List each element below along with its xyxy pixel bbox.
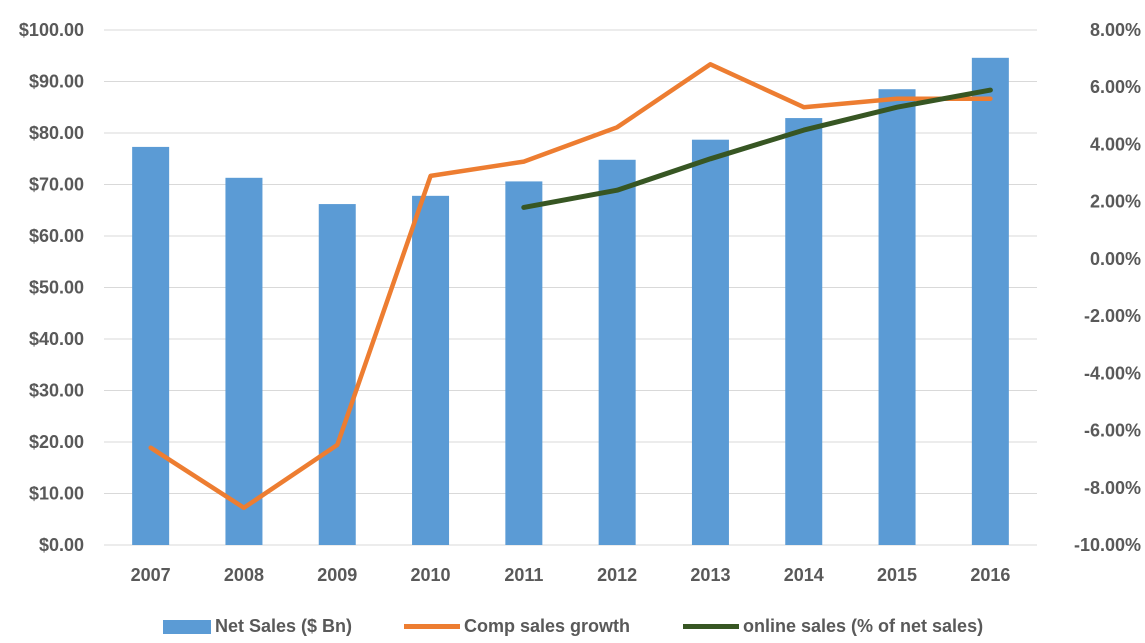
bar-2009 bbox=[318, 204, 356, 545]
x-tick-label-2010: 2010 bbox=[411, 565, 451, 585]
bar-2013 bbox=[691, 139, 729, 545]
legend-item-online-sales: online sales (% of net sales) bbox=[683, 616, 983, 637]
left-tick-label-8: $80.00 bbox=[29, 123, 84, 143]
legend-swatch-net-sales bbox=[163, 619, 211, 634]
legend-item-comp-sales: Comp sales growth bbox=[404, 616, 630, 637]
right-tick-label-6: 2.00% bbox=[1090, 192, 1141, 212]
legend-item-net-sales: Net Sales ($ Bn) bbox=[163, 616, 352, 637]
x-tick-label-2007: 2007 bbox=[131, 565, 171, 585]
bar-2016 bbox=[971, 57, 1009, 546]
legend-swatch-online-sales bbox=[683, 624, 739, 629]
left-axis-tick-labels: $0.00 $10.00 $20.00 $30.00 $40.00 $50.00 $60.0… bbox=[19, 20, 84, 555]
left-tick-label-4: $40.00 bbox=[29, 329, 84, 349]
bar-2014 bbox=[785, 118, 823, 545]
right-tick-label-3: -4.00% bbox=[1084, 363, 1141, 383]
right-tick-label-0: -10.00% bbox=[1074, 535, 1141, 555]
legend-label-comp-sales: Comp sales growth bbox=[464, 616, 631, 636]
right-tick-label-5: 0.00% bbox=[1090, 249, 1141, 269]
left-tick-label-1: $10.00 bbox=[29, 484, 84, 504]
right-tick-label-2: -6.00% bbox=[1084, 421, 1141, 441]
x-tick-label-2012: 2012 bbox=[597, 565, 637, 585]
left-tick-label-6: $60.00 bbox=[29, 226, 84, 246]
right-tick-label-4: -2.00% bbox=[1084, 306, 1141, 326]
x-tick-label-2016: 2016 bbox=[970, 565, 1010, 585]
right-tick-label-8: 6.00% bbox=[1090, 77, 1141, 97]
x-tick-label-2009: 2009 bbox=[317, 565, 357, 585]
right-tick-label-1: -8.00% bbox=[1084, 478, 1141, 498]
right-axis-tick-labels: -10.00% -8.00% -6.00% -4.00% -2.00% 0.00% 2.00… bbox=[1074, 20, 1141, 555]
line-series bbox=[148, 62, 993, 511]
left-tick-label-10: $100.00 bbox=[19, 20, 84, 40]
series-line-2 bbox=[521, 87, 993, 210]
x-tick-label-2013: 2013 bbox=[690, 565, 730, 585]
legend-label-net-sales: Net Sales ($ Bn) bbox=[215, 616, 353, 636]
bar-2015 bbox=[878, 89, 916, 545]
left-tick-label-5: $50.00 bbox=[29, 278, 84, 298]
right-tick-label-7: 4.00% bbox=[1090, 134, 1141, 154]
x-tick-label-2008: 2008 bbox=[224, 565, 264, 585]
x-tick-label-2014: 2014 bbox=[784, 565, 824, 585]
x-tick-label-2015: 2015 bbox=[877, 565, 917, 585]
legend: Net Sales ($ Bn) Comp sales growth onlin… bbox=[0, 612, 1145, 642]
x-axis-tick-labels: 2007 2008 2009 2010 2011 2012 2013 2014 2015 2016 bbox=[131, 565, 1011, 585]
right-tick-label-9: 8.00% bbox=[1090, 20, 1141, 40]
bar-series bbox=[132, 57, 1009, 546]
bar-2011 bbox=[505, 181, 543, 545]
left-tick-label-9: $90.00 bbox=[29, 72, 84, 92]
left-tick-label-2: $20.00 bbox=[29, 432, 84, 452]
left-tick-label-7: $70.00 bbox=[29, 175, 84, 195]
bar-2007 bbox=[132, 146, 170, 545]
bar-2010 bbox=[412, 195, 450, 545]
legend-swatch-comp-sales bbox=[404, 624, 460, 629]
series-line-1 bbox=[148, 62, 993, 511]
bar-2008 bbox=[225, 177, 263, 545]
x-tick-label-2011: 2011 bbox=[504, 565, 543, 585]
legend-label-online-sales: online sales (% of net sales) bbox=[743, 616, 984, 636]
bar-2012 bbox=[598, 159, 636, 545]
chart: $0.00 $10.00 $20.00 $30.00 $40.00 $50.00 $60.0… bbox=[19, 20, 1141, 585]
left-tick-label-0: $0.00 bbox=[39, 535, 84, 555]
left-tick-label-3: $30.00 bbox=[29, 381, 84, 401]
